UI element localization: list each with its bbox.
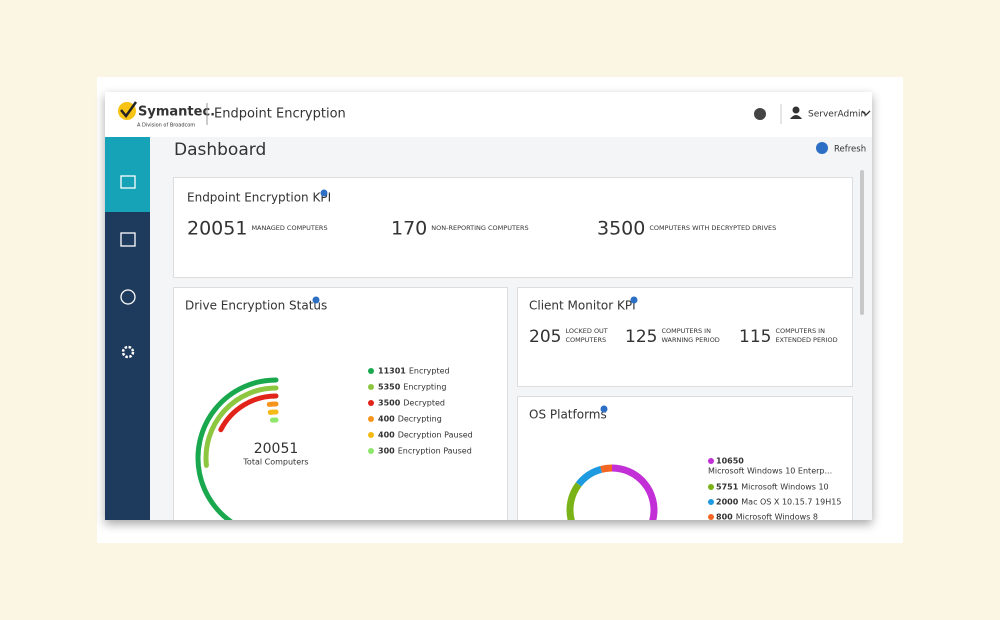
client-value: 125 bbox=[625, 327, 657, 347]
client-value: 205 bbox=[529, 327, 561, 347]
os-title: OS Platforms bbox=[529, 408, 607, 422]
client-value: 115 bbox=[739, 327, 771, 347]
os-segment bbox=[600, 464, 613, 473]
nav-monitor[interactable] bbox=[120, 289, 136, 305]
info-icon bbox=[630, 296, 638, 304]
legend-label: Microsoft Windows 10 bbox=[741, 483, 828, 492]
info-icon bbox=[312, 296, 320, 304]
legend-label: Mac OS X 10.15.7 19H15 bbox=[741, 498, 841, 507]
client-label: COMPUTERS bbox=[565, 336, 606, 344]
legend-value: 5350 bbox=[378, 383, 401, 392]
client-label: EXTENDED PERIOD bbox=[775, 336, 837, 344]
legend-value: 400 bbox=[378, 431, 395, 440]
kpi-label: COMPUTERS WITH DECRYPTED DRIVES bbox=[649, 224, 776, 232]
user-icon-body bbox=[790, 115, 802, 119]
drive-card bbox=[173, 287, 508, 520]
legend-value: 5751 bbox=[716, 483, 739, 492]
logo-check bbox=[120, 101, 138, 119]
legend-value: 11301 bbox=[378, 367, 406, 376]
total-value: 20051 bbox=[254, 441, 299, 457]
os-segment bbox=[611, 464, 658, 520]
product-name: Endpoint Encryption bbox=[214, 107, 346, 122]
nav-reports[interactable] bbox=[120, 232, 136, 247]
kpi-value: 3500 bbox=[597, 218, 645, 240]
brand: Symantec. bbox=[138, 105, 215, 120]
refresh-icon[interactable] bbox=[816, 142, 828, 154]
user-menu-chevron[interactable] bbox=[861, 110, 871, 116]
nav-settings[interactable] bbox=[121, 345, 135, 359]
legend-dot bbox=[708, 514, 714, 520]
legend-dot bbox=[708, 458, 714, 464]
user-icon bbox=[792, 106, 800, 114]
info-icon bbox=[320, 189, 328, 197]
legend-label: Microsoft Windows 10 Enterp... bbox=[708, 467, 832, 476]
legend-label: Decryption Paused bbox=[398, 431, 473, 440]
os-segment bbox=[575, 466, 603, 487]
info-icon bbox=[600, 405, 608, 413]
os-segment bbox=[566, 482, 582, 520]
kpi-label: MANAGED COMPUTERS bbox=[251, 224, 327, 232]
legend-dot bbox=[708, 499, 714, 505]
legend-value: 2000 bbox=[716, 498, 739, 507]
kpi-value: 170 bbox=[391, 218, 427, 240]
refresh-link[interactable]: Refresh bbox=[834, 145, 866, 155]
drive-title: Drive Encryption Status bbox=[185, 299, 327, 313]
legend-label: Encrypting bbox=[403, 383, 446, 392]
client-card bbox=[517, 287, 853, 387]
legend-dot bbox=[368, 448, 374, 454]
kpi-title: Endpoint Encryption KPI bbox=[187, 191, 331, 205]
legend-dot bbox=[368, 400, 374, 406]
client-label: WARNING PERIOD bbox=[661, 336, 719, 344]
legend-value: 300 bbox=[378, 447, 395, 456]
legend-label: Encryption Paused bbox=[398, 447, 472, 456]
legend-dot bbox=[368, 432, 374, 438]
status-arc bbox=[218, 393, 279, 433]
kpi-label: NON-REPORTING COMPUTERS bbox=[431, 224, 528, 232]
client-label: COMPUTERS IN bbox=[661, 327, 711, 335]
kpi-card bbox=[173, 177, 853, 278]
app: Symantec. A Division of Broadcom Endpoin… bbox=[105, 92, 872, 522]
page-title: Dashboard bbox=[174, 140, 266, 160]
legend-dot bbox=[368, 384, 374, 390]
legend-label: Decrypted bbox=[403, 399, 445, 408]
legend-label: Encrypted bbox=[409, 367, 450, 376]
legend-label: Microsoft Windows 8 bbox=[736, 513, 818, 522]
client-label: COMPUTERS IN bbox=[775, 327, 825, 335]
kpi-value: 20051 bbox=[187, 218, 247, 240]
user-name[interactable]: ServerAdmin bbox=[808, 110, 866, 120]
legend-dot bbox=[708, 484, 714, 490]
status-arc bbox=[203, 385, 279, 468]
help-button[interactable] bbox=[754, 108, 766, 120]
legend-value: 400 bbox=[378, 415, 395, 424]
client-label: LOCKED OUT bbox=[565, 327, 607, 335]
status-arc bbox=[195, 377, 279, 520]
legend-value: 10650 bbox=[716, 457, 744, 466]
total-label: Total Computers bbox=[242, 458, 308, 467]
client-title: Client Monitor KPI bbox=[529, 299, 636, 313]
nav-icon bbox=[120, 175, 136, 189]
scrollbar[interactable] bbox=[860, 170, 864, 315]
legend-dot bbox=[368, 416, 374, 422]
legend-value: 800 bbox=[716, 513, 733, 522]
legend-label: Decrypting bbox=[398, 415, 442, 424]
legend-value: 3500 bbox=[378, 399, 401, 408]
legend-dot bbox=[368, 368, 374, 374]
brand-sub: A Division of Broadcom bbox=[137, 123, 195, 129]
nav-dashboard[interactable] bbox=[105, 137, 150, 212]
header-bar bbox=[105, 92, 872, 137]
